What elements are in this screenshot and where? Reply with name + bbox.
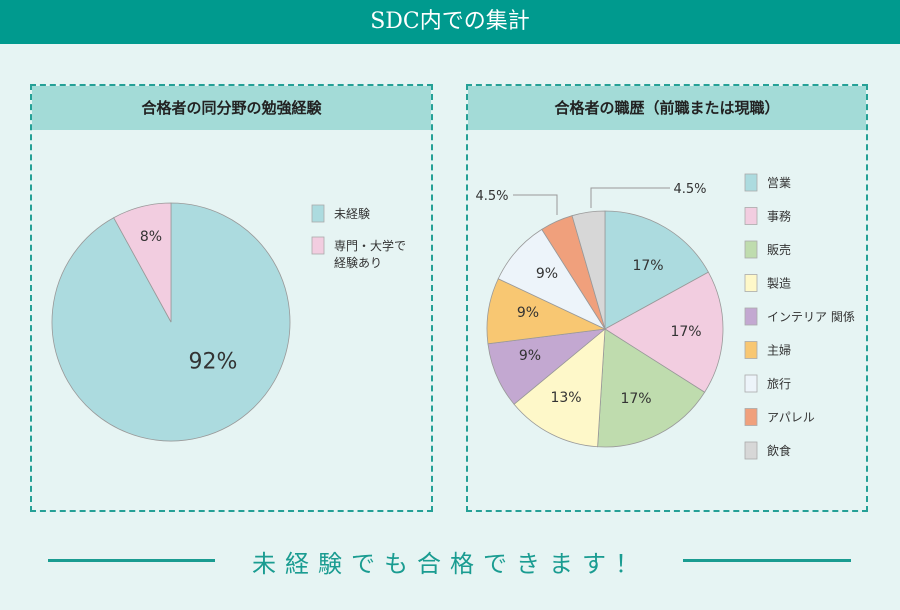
callout-line xyxy=(590,187,670,208)
data-label: 17% xyxy=(620,391,651,407)
data-label: 17% xyxy=(632,258,663,274)
legend-label: 営業 xyxy=(767,176,791,190)
legend-label: 製造 xyxy=(767,277,791,291)
pie-slice-1-3 xyxy=(513,328,606,448)
legend-swatch xyxy=(744,408,758,426)
legend-label: 販売 xyxy=(767,242,791,257)
footer-message: 未経験でも合格できます！ xyxy=(252,550,648,578)
legend-swatch xyxy=(744,207,758,225)
job-history-card: 合格者の職歴（前職または現職） xyxy=(466,84,868,512)
pie-slice-1-0 xyxy=(604,210,709,330)
legend-swatch xyxy=(744,441,758,460)
legend-swatch xyxy=(744,240,758,259)
data-label: 92% xyxy=(189,350,238,375)
data-label: 4.5% xyxy=(673,182,706,197)
legend-swatch xyxy=(744,274,758,292)
page-title: SDC内での集計 xyxy=(0,0,900,44)
legend-label: アパレル xyxy=(767,411,815,425)
study-experience-card: 合格者の同分野の勉強経験 xyxy=(30,84,433,512)
pie-slice-0-1 xyxy=(113,202,172,323)
legend-label: インテリア 関係 xyxy=(767,310,855,324)
legend-label: 未経験 xyxy=(334,206,370,221)
data-label: 13% xyxy=(550,390,581,406)
footer-divider-right xyxy=(683,559,851,562)
pie-slice-1-1 xyxy=(604,271,724,393)
legend-swatch xyxy=(311,204,325,223)
data-label: 9% xyxy=(517,305,539,321)
data-label: 9% xyxy=(519,348,541,364)
data-label: 9% xyxy=(536,266,558,282)
pie-slice-1-8 xyxy=(571,210,606,330)
footer-divider-left xyxy=(48,559,215,562)
legend-swatch xyxy=(311,236,325,255)
data-label: 4.5% xyxy=(475,189,508,204)
job-history-title: 合格者の職歴（前職または現職） xyxy=(468,86,866,130)
legend-label: 専門・大学で xyxy=(334,238,406,253)
legend-swatch xyxy=(744,173,758,192)
legend-label: 経験あり xyxy=(334,255,382,270)
legend-label: 事務 xyxy=(767,210,791,224)
legend-swatch xyxy=(744,341,758,359)
pie-slice-1-2 xyxy=(597,328,706,448)
legend-swatch xyxy=(744,374,758,393)
study-experience-title: 合格者の同分野の勉強経験 xyxy=(32,86,431,130)
data-label: 8% xyxy=(140,229,162,245)
data-label: 17% xyxy=(670,324,701,340)
legend-label: 旅行 xyxy=(767,377,791,391)
callout-line xyxy=(513,194,558,215)
legend-label: 飲食 xyxy=(767,443,791,458)
legend-label: 主婦 xyxy=(767,343,791,358)
legend-swatch xyxy=(744,307,758,326)
